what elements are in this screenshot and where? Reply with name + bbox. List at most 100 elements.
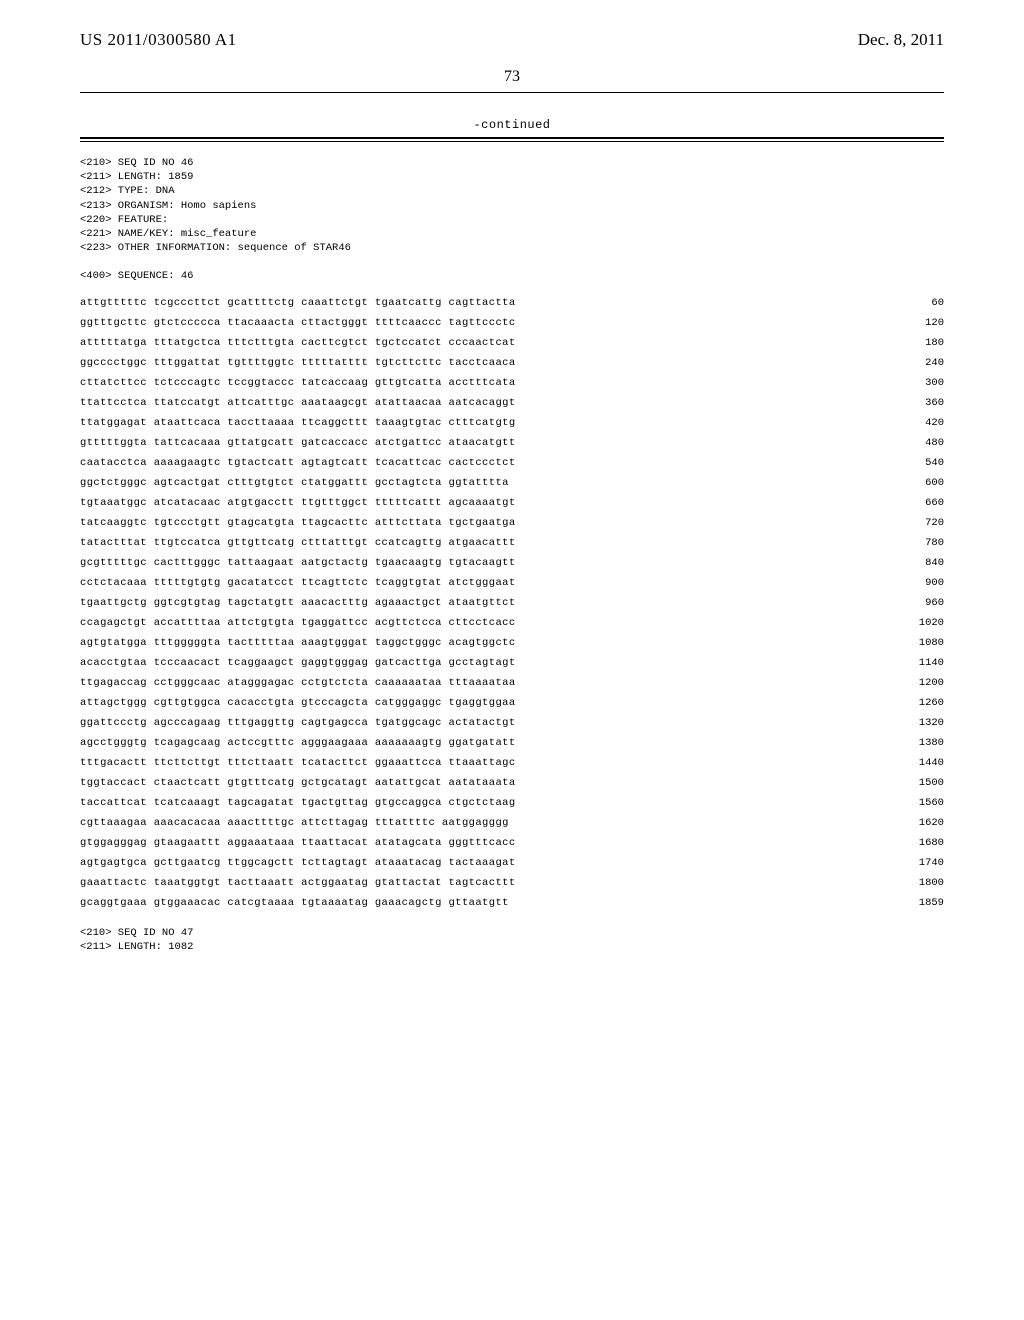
sequence-row: ttgagaccag cctgggcaac atagggagac cctgtct… xyxy=(80,678,944,689)
sequence-row: atttttatga tttatgctca tttctttgta cacttcg… xyxy=(80,338,944,349)
sequence-row: acacctgtaa tcccaacact tcaggaagct gaggtgg… xyxy=(80,658,944,669)
sequence-text: atttttatga tttatgctca tttctttgta cacttcg… xyxy=(80,338,516,349)
sequence-position: 1620 xyxy=(878,818,944,829)
sequence-text: taccattcat tcatcaaagt tagcagatat tgactgt… xyxy=(80,798,516,809)
sequence-text: caatacctca aaaagaagtc tgtactcatt agtagtc… xyxy=(80,458,516,469)
sequence-text: tggtaccact ctaactcatt gtgtttcatg gctgcat… xyxy=(80,778,516,789)
publication-number: US 2011/0300580 A1 xyxy=(80,30,237,50)
sequence-row: tatactttat ttgtccatca gttgttcatg ctttatt… xyxy=(80,538,944,549)
sequence-position: 960 xyxy=(878,598,944,609)
sequence-text: ggcccctggc tttggattat tgttttggtc tttttat… xyxy=(80,358,516,369)
sequence-row: agtgagtgca gcttgaatcg ttggcagctt tcttagt… xyxy=(80,858,944,869)
sequence-row: ttatggagat ataattcaca taccttaaaa ttcaggc… xyxy=(80,418,944,429)
sequence-position: 1320 xyxy=(878,718,944,729)
sequence-rows: attgtttttc tcgcccttct gcattttctg caaattc… xyxy=(80,298,944,909)
sequence-row: agcctgggtg tcagagcaag actccgtttc agggaag… xyxy=(80,738,944,749)
sequence-position: 900 xyxy=(878,578,944,589)
sequence-position: 600 xyxy=(878,478,944,489)
sequence-position: 300 xyxy=(878,378,944,389)
continued-wrap: -continued xyxy=(80,115,944,133)
sequence-text: acacctgtaa tcccaacact tcaggaagct gaggtgg… xyxy=(80,658,516,669)
sequence-row: tggtaccact ctaactcatt gtgtttcatg gctgcat… xyxy=(80,778,944,789)
publication-date: Dec. 8, 2011 xyxy=(858,30,944,50)
sequence-position: 720 xyxy=(878,518,944,529)
sequence-row: attgtttttc tcgcccttct gcattttctg caaattc… xyxy=(80,298,944,309)
sequence-text: attagctggg cgttgtggca cacacctgta gtcccag… xyxy=(80,698,516,709)
sequence-text: tgaattgctg ggtcgtgtag tagctatgtt aaacact… xyxy=(80,598,516,609)
sequence-text: agcctgggtg tcagagcaag actccgtttc agggaag… xyxy=(80,738,516,749)
sequence-position: 1560 xyxy=(878,798,944,809)
sequence-position: 1140 xyxy=(878,658,944,669)
sequence-row: gtggagggag gtaagaattt aggaaataaa ttaatta… xyxy=(80,838,944,849)
sequence-text: ggattccctg agcccagaag tttgaggttg cagtgag… xyxy=(80,718,516,729)
top-rule xyxy=(80,92,944,93)
sequence-text: agtgagtgca gcttgaatcg ttggcagctt tcttagt… xyxy=(80,858,516,869)
sequence-row: tatcaaggtc tgtccctgtt gtagcatgta ttagcac… xyxy=(80,518,944,529)
sequence-position: 660 xyxy=(878,498,944,509)
sequence-position: 780 xyxy=(878,538,944,549)
sequence-position: 1020 xyxy=(878,618,944,629)
sequence-text: gtggagggag gtaagaattt aggaaataaa ttaatta… xyxy=(80,838,516,849)
double-rule-bottom xyxy=(80,141,944,142)
sequence-row: ggcccctggc tttggattat tgttttggtc tttttat… xyxy=(80,358,944,369)
sequence-text: ttattcctca ttatccatgt attcatttgc aaataag… xyxy=(80,398,516,409)
sequence-row: gtttttggta tattcacaaa gttatgcatt gatcacc… xyxy=(80,438,944,449)
sequence-row: gcgtttttgc cactttgggc tattaagaat aatgcta… xyxy=(80,558,944,569)
sequence-text: tttgacactt ttcttcttgt tttcttaatt tcatact… xyxy=(80,758,516,769)
sequence-text: ttatggagat ataattcaca taccttaaaa ttcaggc… xyxy=(80,418,516,429)
sequence-text: gtttttggta tattcacaaa gttatgcatt gatcacc… xyxy=(80,438,516,449)
sequence-position: 1740 xyxy=(878,858,944,869)
sequence-row: ttattcctca ttatccatgt attcatttgc aaataag… xyxy=(80,398,944,409)
sequence-text: cctctacaaa tttttgtgtg gacatatcct ttcagtt… xyxy=(80,578,516,589)
sequence-position: 420 xyxy=(878,418,944,429)
sequence-position: 480 xyxy=(878,438,944,449)
sequence-row: ggtttgcttc gtctccccca ttacaaacta cttactg… xyxy=(80,318,944,329)
sequence-text: tatactttat ttgtccatca gttgttcatg ctttatt… xyxy=(80,538,516,549)
sequence-position: 240 xyxy=(878,358,944,369)
sequence-metadata: <210> SEQ ID NO 46 <211> LENGTH: 1859 <2… xyxy=(80,156,944,284)
continued-label: -continued xyxy=(473,118,550,132)
sequence-text: tatcaaggtc tgtccctgtt gtagcatgta ttagcac… xyxy=(80,518,516,529)
sequence-row: taccattcat tcatcaaagt tagcagatat tgactgt… xyxy=(80,798,944,809)
sequence-row: gcaggtgaaa gtggaaacac catcgtaaaa tgtaaaa… xyxy=(80,898,944,909)
patent-page: US 2011/0300580 A1 Dec. 8, 2011 73 -cont… xyxy=(0,0,1024,1320)
header-row: US 2011/0300580 A1 Dec. 8, 2011 xyxy=(80,30,944,50)
sequence-position: 1800 xyxy=(878,878,944,889)
sequence-position: 1200 xyxy=(878,678,944,689)
double-rule-top xyxy=(80,137,944,139)
sequence-text: ggtttgcttc gtctccccca ttacaaacta cttactg… xyxy=(80,318,516,329)
sequence-position: 1440 xyxy=(878,758,944,769)
sequence-text: gcgtttttgc cactttgggc tattaagaat aatgcta… xyxy=(80,558,516,569)
sequence-position: 1500 xyxy=(878,778,944,789)
sequence-row: cgttaaagaa aaacacacaa aaacttttgc attctta… xyxy=(80,818,944,829)
sequence-row: ggattccctg agcccagaag tttgaggttg cagtgag… xyxy=(80,718,944,729)
sequence-position: 1680 xyxy=(878,838,944,849)
sequence-text: ggctctgggc agtcactgat ctttgtgtct ctatgga… xyxy=(80,478,509,489)
sequence-text: attgtttttc tcgcccttct gcattttctg caaattc… xyxy=(80,298,516,309)
sequence-row: cctctacaaa tttttgtgtg gacatatcct ttcagtt… xyxy=(80,578,944,589)
sequence-position: 540 xyxy=(878,458,944,469)
sequence-position: 120 xyxy=(878,318,944,329)
sequence-text: tgtaaatggc atcatacaac atgtgacctt ttgtttg… xyxy=(80,498,516,509)
trailer-metadata: <210> SEQ ID NO 47 <211> LENGTH: 1082 xyxy=(80,926,944,954)
sequence-row: ccagagctgt accattttaa attctgtgta tgaggat… xyxy=(80,618,944,629)
sequence-text: ccagagctgt accattttaa attctgtgta tgaggat… xyxy=(80,618,516,629)
sequence-row: agtgtatgga tttgggggta tactttttaa aaagtgg… xyxy=(80,638,944,649)
sequence-position: 1380 xyxy=(878,738,944,749)
sequence-text: agtgtatgga tttgggggta tactttttaa aaagtgg… xyxy=(80,638,516,649)
sequence-position: 60 xyxy=(878,298,944,309)
sequence-row: ggctctgggc agtcactgat ctttgtgtct ctatgga… xyxy=(80,478,944,489)
sequence-text: gaaattactc taaatggtgt tacttaaatt actggaa… xyxy=(80,878,516,889)
sequence-row: cttatcttcc tctcccagtc tccggtaccc tatcacc… xyxy=(80,378,944,389)
sequence-text: cgttaaagaa aaacacacaa aaacttttgc attctta… xyxy=(80,818,509,829)
sequence-position: 1260 xyxy=(878,698,944,709)
page-number: 73 xyxy=(80,68,944,86)
sequence-position: 180 xyxy=(878,338,944,349)
sequence-text: cttatcttcc tctcccagtc tccggtaccc tatcacc… xyxy=(80,378,516,389)
sequence-position: 840 xyxy=(878,558,944,569)
sequence-position: 1859 xyxy=(878,898,944,909)
sequence-row: tttgacactt ttcttcttgt tttcttaatt tcatact… xyxy=(80,758,944,769)
sequence-position: 360 xyxy=(878,398,944,409)
sequence-row: caatacctca aaaagaagtc tgtactcatt agtagtc… xyxy=(80,458,944,469)
sequence-text: gcaggtgaaa gtggaaacac catcgtaaaa tgtaaaa… xyxy=(80,898,509,909)
